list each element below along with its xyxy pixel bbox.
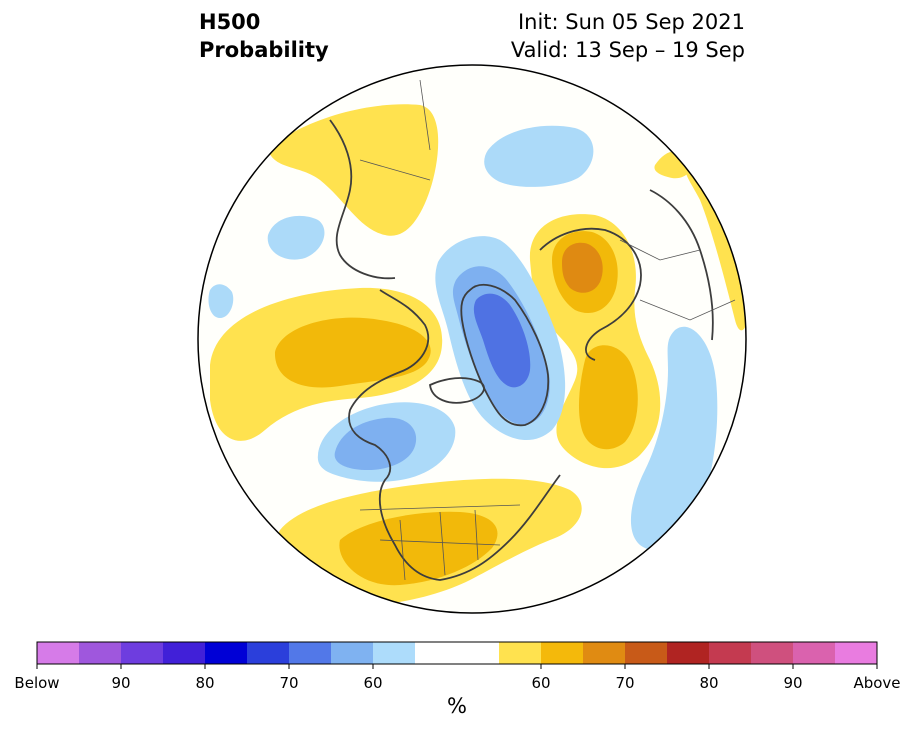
colorbar-tick-label: 70	[615, 674, 635, 692]
valid-range-label: Valid: 13 Sep – 19 Sep	[510, 38, 745, 62]
colorbar-swatch	[163, 642, 206, 664]
colorbar-tick-label: Above	[853, 674, 901, 692]
colorbar-swatch	[793, 642, 836, 664]
border-asia-1	[359, 159, 431, 181]
colorbar-swatch	[37, 642, 80, 664]
border-europe-1	[619, 239, 701, 261]
map-title-right: Init: Sun 05 Sep 2021 Valid: 13 Sep – 19…	[511, 8, 745, 64]
below-normal-areas	[208, 125, 718, 551]
coastline-north-america	[348, 289, 561, 581]
init-date-label: Init: Sun 05 Sep 2021	[517, 10, 745, 34]
coastline-greenland	[460, 283, 550, 427]
colorbar-tick-label: Below	[14, 674, 60, 692]
colorbar-tick-label: 90	[783, 674, 803, 692]
above-area-europe-strong	[562, 242, 603, 293]
globe-boundary	[197, 64, 747, 614]
colorbar-swatch	[499, 642, 542, 664]
political-borders	[359, 79, 736, 581]
border-europe-2	[639, 299, 736, 321]
map-title-left: H500 Probability	[199, 8, 329, 64]
below-area-siberia	[484, 125, 594, 187]
colorbar-swatch	[373, 642, 416, 664]
colorbar-swatch	[331, 642, 374, 664]
below-area-bering	[267, 215, 325, 260]
colorbar-swatch	[751, 642, 794, 664]
below-area-greenland-core	[473, 293, 531, 388]
colorbar-swatch	[583, 642, 626, 664]
variable-label: H500	[199, 10, 261, 34]
product-label: Probability	[199, 38, 329, 62]
above-area-conus-core	[339, 511, 498, 586]
colorbar-swatch	[415, 642, 458, 664]
above-area-alaska-core	[274, 317, 431, 388]
above-area-scandinavia-core	[578, 345, 638, 450]
coastline-eurasia	[539, 227, 642, 361]
colorbar-swatch	[541, 642, 584, 664]
coastline-arctic-islands	[429, 377, 485, 404]
coastline-asia-east	[329, 119, 396, 280]
colorbar-ticks	[36, 664, 878, 669]
colorbar-swatches	[37, 642, 878, 664]
colorbar-swatch	[289, 642, 332, 664]
colorbar-swatch	[625, 642, 668, 664]
border-us-states-4	[379, 539, 501, 546]
colorbar-unit-label: %	[447, 694, 467, 718]
border-asia-2	[419, 79, 431, 151]
colorbar-frame	[36, 641, 878, 665]
colorbar-swatch	[667, 642, 710, 664]
colorbar-swatch	[709, 642, 752, 664]
below-area-hudson-core	[334, 417, 417, 470]
below-area-pacific-west	[208, 284, 234, 318]
colorbar-swatch	[457, 642, 500, 664]
border-us-states-2	[439, 511, 446, 576]
polar-probability-map	[197, 64, 747, 614]
colorbar-tick-label: 60	[363, 674, 383, 692]
map-plot-area	[198, 65, 746, 613]
border-us-states-1	[399, 519, 406, 581]
above-normal-areas	[210, 104, 746, 607]
above-area-siberia	[268, 104, 439, 236]
colorbar-swatch	[205, 642, 248, 664]
below-area-atlantic	[630, 326, 718, 551]
border-usa-canada	[359, 504, 521, 511]
colorbar-tick-label: 90	[111, 674, 131, 692]
above-area-pacific-east	[683, 145, 746, 331]
colorbar-tick-label: 70	[279, 674, 299, 692]
colorbar-swatch	[79, 642, 122, 664]
colorbar-tick-label: 60	[531, 674, 551, 692]
colorbar-tick-label: 80	[195, 674, 215, 692]
colorbar-swatch	[247, 642, 290, 664]
border-us-states-3	[474, 509, 479, 561]
colorbar-swatch	[121, 642, 164, 664]
colorbar-swatch	[835, 642, 878, 664]
colorbar-tick-label: 80	[699, 674, 719, 692]
